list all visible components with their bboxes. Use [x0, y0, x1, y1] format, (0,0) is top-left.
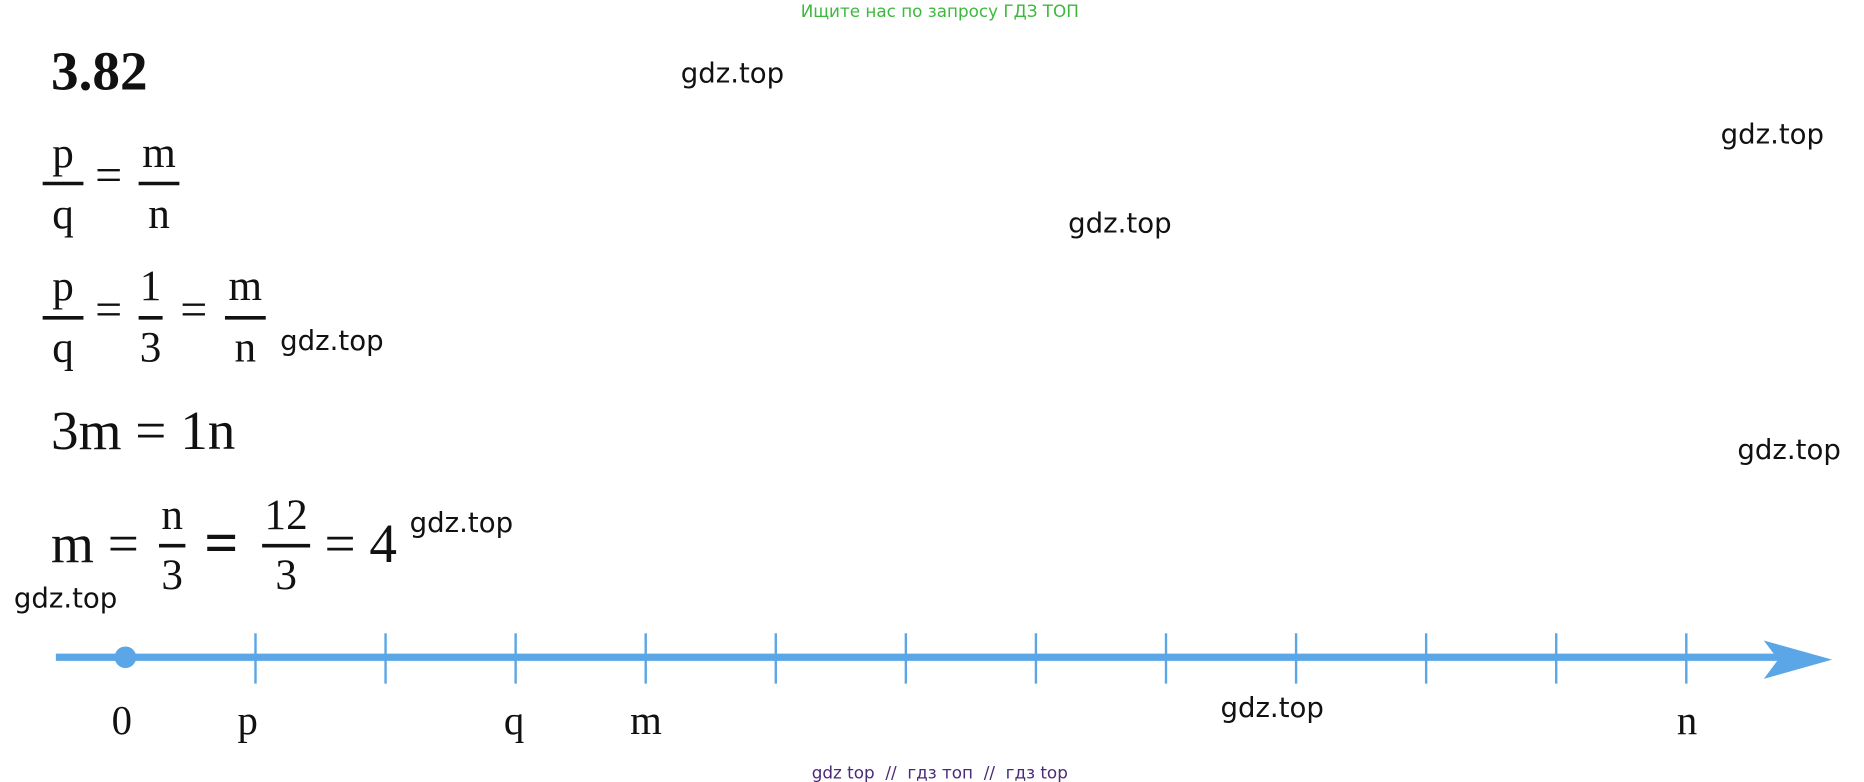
equation-text: = — [204, 510, 238, 576]
fraction-numerator: p — [52, 130, 74, 177]
watermark: gdz.top — [1737, 433, 1840, 466]
fraction-denominator: 3 — [140, 324, 162, 371]
equation: 3m = 1n — [51, 400, 235, 461]
fraction-denominator: n — [235, 324, 257, 371]
equation: m = n 3 = 12 3 = 4 — [51, 492, 397, 599]
origin-dot — [114, 646, 137, 669]
axis-label: q — [504, 698, 524, 743]
fraction-denominator: q — [52, 324, 74, 371]
watermark: gdz.top — [1721, 118, 1824, 151]
footer: gdz top // гдз топ // гдз top — [812, 763, 1068, 782]
watermark: gdz.top — [1068, 206, 1171, 239]
fraction-denominator: q — [52, 191, 74, 238]
watermark: gdz.top — [1220, 691, 1323, 724]
equation-text: = 4 — [325, 513, 397, 574]
header-note: Ищите нас по запросу ГДЗ ТОП — [801, 1, 1079, 21]
equation-text: m = — [51, 513, 139, 574]
watermark: gdz.top — [14, 582, 117, 615]
watermark: gdz.top — [280, 324, 383, 357]
watermark: gdz.top — [681, 56, 784, 89]
watermark: gdz.top — [410, 506, 513, 539]
axis-label: m — [630, 698, 662, 743]
fraction-denominator: 3 — [161, 552, 183, 599]
fraction-denominator: n — [148, 191, 170, 238]
equation: pq = 1 3 = mn — [42, 263, 266, 371]
fraction-numerator: m — [229, 263, 263, 310]
equation-text: 3m = 1n — [51, 400, 235, 461]
axis-label: 0 — [112, 698, 132, 743]
fraction-numerator: m — [142, 130, 176, 177]
fraction-denominator: 3 — [275, 552, 297, 599]
axis-label: p — [238, 698, 258, 743]
fraction-numerator: p — [52, 263, 74, 310]
axis-label: n — [1677, 698, 1697, 743]
equation: pq = mn — [42, 130, 180, 238]
equation-text: = — [95, 149, 122, 202]
equation-text: = — [95, 283, 122, 336]
fraction-numerator: 1 — [140, 263, 162, 310]
axis-arrow — [1763, 640, 1833, 679]
fraction-numerator: n — [161, 492, 183, 539]
number-line: 0 p q m n — [55, 633, 1833, 743]
task-number: 3.82 — [51, 40, 148, 101]
equation-text: = — [180, 283, 207, 336]
fraction-numerator: 12 — [265, 492, 308, 539]
